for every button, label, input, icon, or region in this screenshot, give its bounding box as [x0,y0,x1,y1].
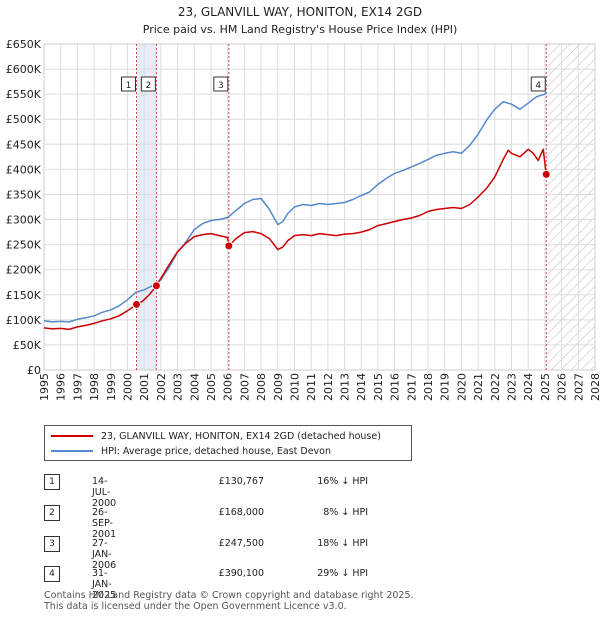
legend-label-property: 23, GLANVILL WAY, HONITON, EX14 2GD (det… [101,430,381,442]
x-tick-label: 2016 [389,373,402,401]
sale-point [151,281,161,291]
footer-line-licence: This data is licensed under the Open Gov… [44,601,347,612]
x-tick-label: 1995 [38,373,51,401]
x-tick-label: 2021 [472,373,485,401]
sale-point [224,241,234,251]
y-tick-label: £350K [6,188,42,201]
x-tick-label: 2013 [339,373,352,401]
transaction-badge: 4 [44,566,60,582]
x-tick-label: 2023 [506,373,519,401]
y-tick-label: £200K [6,264,42,277]
transaction-badge: 3 [44,536,60,552]
x-tick-label: 2006 [222,373,235,401]
series-line-hpi [44,91,548,323]
transaction-price: £390,100 [218,568,264,579]
x-tick-label: 1999 [105,373,118,401]
y-tick-label: £300K [6,214,42,227]
transaction-badge-box [213,76,229,92]
y-tick-label: £50K [13,339,42,352]
footer-line-copyright: Contains HM Land Registry data © Crown c… [44,590,414,601]
x-tick-label: 2025 [539,373,552,401]
transaction-date: 26-SEP-2001 [92,507,117,540]
x-tick-label: 2000 [121,373,134,401]
transaction-hpi-diff: 29% ↓ HPI [317,568,368,579]
chart-subtitle: Price paid vs. HM Land Registry's House … [143,23,458,36]
y-tick-label: £400K [6,163,42,176]
x-tick-label: 2010 [288,373,301,401]
transaction-badge-box [530,76,546,92]
plot-background [44,44,595,370]
transaction-hpi-diff: 8% ↓ HPI [323,507,368,518]
transaction-price: £247,500 [218,538,264,549]
y-tick-label: £450K [6,138,42,151]
transaction-date: 27-JAN-2006 [92,538,117,571]
plot-border [43,43,596,371]
x-tick-label: 1997 [71,373,84,401]
x-tick-label: 2001 [138,373,151,401]
y-tick-label: £500K [6,113,42,126]
x-tick-label: 2024 [522,373,535,401]
x-tick-label: 2007 [238,373,251,401]
footer-attribution: Contains HM Land Registry data © Crown c… [44,590,414,612]
y-tick-label: £650K [6,38,42,51]
x-tick-label: 2009 [272,373,285,401]
transaction-badge-box [140,76,156,92]
transaction-badge: 2 [44,505,60,521]
x-tick-label: 2004 [188,373,201,401]
transaction-date: 14-JUL-2000 [92,476,117,509]
legend-swatch-hpi [51,450,93,452]
x-tick-label: 2018 [422,373,435,401]
chart-legend: 23, GLANVILL WAY, HONITON, EX14 2GD (det… [44,425,412,461]
y-tick-label: £150K [6,289,42,302]
legend-item-hpi: HPI: Average price, detached house, East… [51,444,331,458]
x-tick-label: 2005 [205,373,218,401]
transaction-badge-label: 2 [146,81,152,91]
transaction-badge-box [121,76,137,92]
x-tick-label: 1998 [88,373,101,401]
x-tick-label: 2027 [572,373,585,401]
x-tick-label: 2014 [355,373,368,401]
price-chart: 23, GLANVILL WAY, HONITON, EX14 2GD Pric… [6,5,600,401]
transaction-badge-label: 1 [126,81,132,91]
x-tick-label: 2026 [556,373,569,401]
y-tick-label: £550K [6,88,42,101]
x-tick-label: 2022 [489,373,502,401]
y-tick-label: £250K [6,239,42,252]
transaction-price: £168,000 [218,507,264,518]
x-tick-label: 2012 [322,373,335,401]
transaction-hpi-diff: 18% ↓ HPI [317,538,368,549]
legend-swatch-property [51,435,93,437]
transaction-hpi-diff: 16% ↓ HPI [317,476,368,487]
transaction-date: 31-JAN-2025 [92,568,117,601]
sale-point [541,169,551,179]
y-tick-label: £100K [6,314,42,327]
x-tick-label: 2011 [305,373,318,401]
x-tick-label: 2003 [172,373,185,401]
x-tick-label: 2002 [155,373,168,401]
transaction-badge-label: 4 [535,81,541,91]
x-tick-label: 2017 [405,373,418,401]
legend-label-hpi: HPI: Average price, detached house, East… [101,445,331,457]
x-tick-label: 2020 [455,373,468,401]
transaction-badge: 1 [44,474,60,490]
x-tick-label: 2019 [439,373,452,401]
sale-point [132,299,142,309]
shaded-span [136,44,157,370]
future-hatch-region [546,44,595,370]
x-tick-label: 2015 [372,373,385,401]
transaction-badge-label: 3 [218,81,224,91]
x-tick-label: 1996 [55,373,68,401]
transaction-price: £130,767 [218,476,264,487]
y-tick-label: £0 [27,364,41,377]
legend-item-property: 23, GLANVILL WAY, HONITON, EX14 2GD (det… [51,429,381,443]
x-tick-label: 2028 [589,373,600,401]
y-tick-label: £600K [6,63,42,76]
chart-title: 23, GLANVILL WAY, HONITON, EX14 2GD [178,5,422,19]
x-tick-label: 2008 [255,373,268,401]
